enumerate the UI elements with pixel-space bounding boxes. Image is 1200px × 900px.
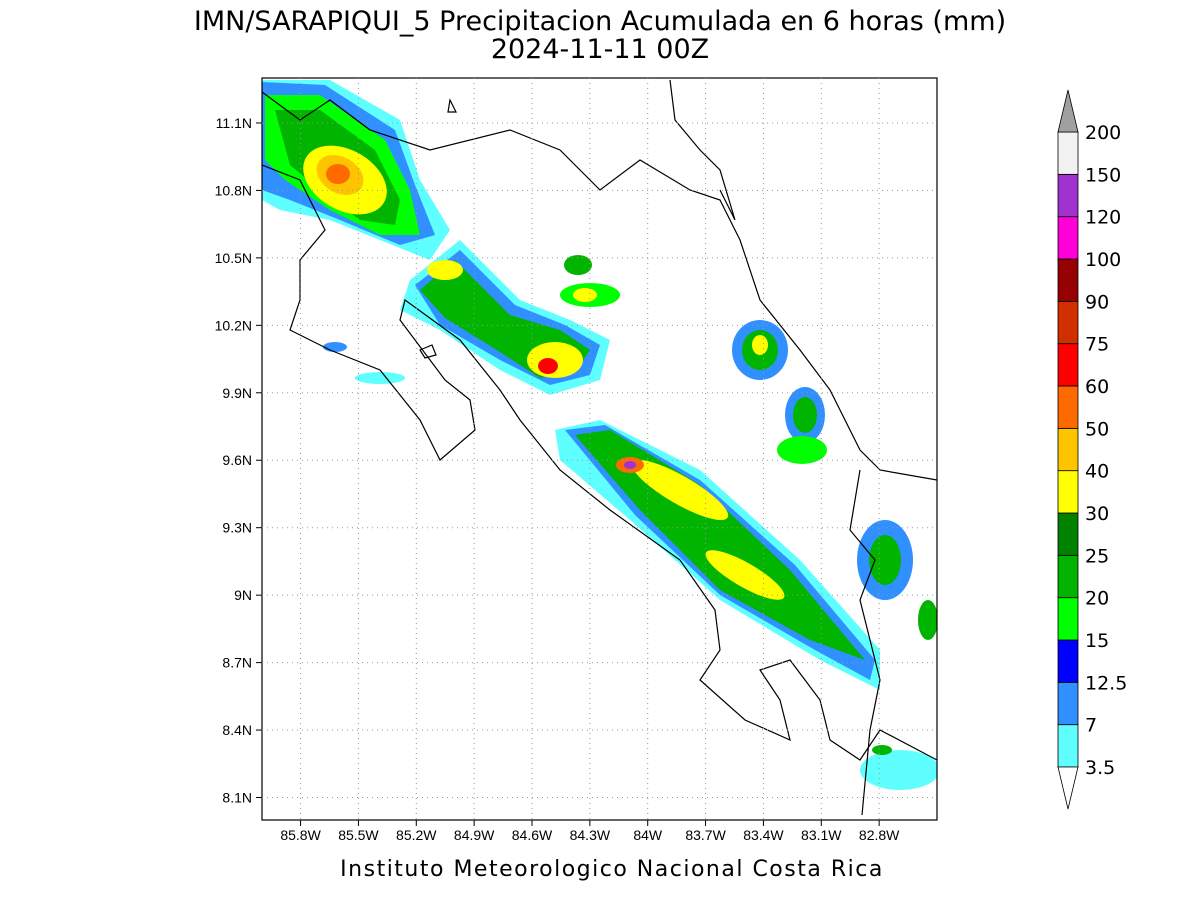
x-tick-label: 83.7W [685,827,726,843]
map-subtitle: 2024-11-11 00Z [491,34,709,65]
x-tick-label: 84.3W [570,827,611,843]
y-tick-label: 8.1N [222,790,252,806]
colorbar-segment [1057,681,1079,726]
colorbar-segment [1057,597,1079,641]
y-tick-label: 11.1N [216,115,252,131]
colorbar-label: 100 [1085,249,1121,271]
colorbar-label: 15 [1085,630,1109,652]
x-tick-label: 83.4W [743,827,784,843]
map-frame [261,77,938,821]
colorbar-segment [1057,258,1079,302]
y-tick-label: 8.4N [222,722,252,738]
x-tick-label: 83.1W [801,827,842,843]
x-tick-label: 85.2W [396,827,437,843]
colorbar-label: 12.5 [1085,672,1127,694]
colorbar-over [1057,89,1079,133]
x-tick-label: 84W [633,827,663,843]
colorbar-segment [1057,300,1079,345]
colorbar-label: 7 [1085,715,1097,737]
colorbar-segment [1057,512,1079,556]
colorbar-under [1057,766,1079,810]
coastlines [262,79,937,816]
colorbar-label: 50 [1085,418,1109,440]
x-tick-label: 85.5W [338,827,379,843]
colorbar-label: 75 [1085,334,1109,356]
colorbar-segment [1057,385,1079,429]
x-tick-label: 85.8W [280,827,321,843]
colorbar-label: 90 [1085,291,1109,313]
colorbar-label: 20 [1085,588,1109,610]
x-tick-label: 84.6W [512,827,553,843]
colorbar-label: 120 [1085,207,1121,229]
colorbar-label: 200 [1085,122,1121,144]
colorbar-segment [1057,173,1079,218]
precip-field [262,80,937,790]
colorbar-label: 40 [1085,461,1109,483]
y-tick-label: 9.9N [222,385,252,401]
footer: Instituto Meteorologico Nacional Costa R… [340,857,884,882]
map-title: IMN/SARAPIQUI_5 Precipitacion Acumulada … [194,6,1006,37]
colorbar-segment [1057,554,1079,599]
y-tick-label: 10.5N [215,250,252,266]
x-tick-label: 82.8W [859,827,900,843]
colorbar-segment [1057,427,1079,472]
colorbar-segment [1057,724,1079,768]
y-tick-label: 9N [234,587,252,603]
colorbar-segment [1057,470,1079,514]
y-tick-label: 10.2N [215,317,252,333]
y-tick-label: 9.3N [222,520,252,536]
colorbar-segment [1057,639,1079,683]
colorbar-label: 60 [1085,376,1109,398]
colorbar-label: 150 [1085,164,1121,186]
x-tick-label: 84.9W [454,827,495,843]
colorbar-segment [1057,131,1079,175]
colorbar-segment [1057,216,1079,260]
colorbar-segment [1057,343,1079,387]
colorbar-label: 3.5 [1085,757,1115,779]
y-tick-label: 9.6N [222,452,252,468]
colorbar-label: 25 [1085,545,1109,567]
colorbar-label: 30 [1085,503,1109,525]
y-tick-label: 8.7N [222,655,252,671]
y-tick-label: 10.8N [215,182,252,198]
